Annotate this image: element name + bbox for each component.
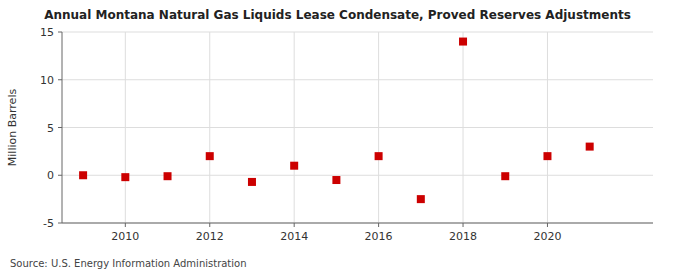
- y-axis-label: Million Barrels: [6, 89, 19, 167]
- point: [290, 162, 298, 170]
- chart-container: 2010 2012 2014 2016 2018 2020 -5 0 5 10 15 Million …: [0, 0, 675, 275]
- point: [375, 152, 383, 160]
- x-tick-label: 2018: [449, 230, 477, 243]
- point: [459, 38, 467, 46]
- y-grid-line: [62, 127, 653, 128]
- x-grid-line: [378, 32, 379, 223]
- x-tick-label: 2012: [196, 230, 224, 243]
- x-grid-line: [125, 32, 126, 223]
- grid: [62, 32, 653, 223]
- point: [501, 172, 509, 180]
- x-tick: [463, 223, 464, 227]
- x-grid-line: [547, 32, 548, 223]
- x-tick-label: 2010: [111, 230, 139, 243]
- y-tick: [58, 79, 62, 80]
- y-tick-label: -5: [43, 217, 54, 230]
- point: [332, 176, 340, 184]
- x-tick: [294, 223, 295, 227]
- y-grid-line: [62, 175, 653, 176]
- y-tick: [58, 175, 62, 176]
- point: [121, 173, 129, 181]
- y-grid-line: [62, 79, 653, 80]
- x-tick: [209, 223, 210, 227]
- y-tick-label: 0: [47, 169, 54, 182]
- y-tick: [58, 223, 62, 224]
- x-axis-line: [62, 223, 653, 224]
- y-grid-line: [62, 223, 653, 224]
- point: [248, 178, 256, 186]
- y-tick-label: 15: [40, 26, 54, 39]
- y-tick-label: 5: [47, 122, 54, 135]
- point: [206, 152, 214, 160]
- point: [79, 171, 87, 179]
- x-grid-line: [463, 32, 464, 223]
- x-tick-label: 2020: [533, 230, 561, 243]
- point: [164, 172, 172, 180]
- chart-svg: 2010 2012 2014 2016 2018 2020 -5 0 5 10 15 Million …: [0, 0, 675, 275]
- x-tick-label: 2016: [365, 230, 393, 243]
- x-grid-line: [294, 32, 295, 223]
- y-tick-label: 10: [40, 74, 54, 87]
- point: [586, 143, 594, 151]
- x-grid-line: [209, 32, 210, 223]
- y-tick: [58, 32, 62, 33]
- x-tick: [125, 223, 126, 227]
- point: [543, 152, 551, 160]
- x-tick-label: 2014: [280, 230, 308, 243]
- source-note: Source: U.S. Energy Information Administ…: [10, 258, 247, 269]
- x-tick: [547, 223, 548, 227]
- y-grid-line: [62, 32, 653, 33]
- point: [417, 195, 425, 203]
- chart-title: Annual Montana Natural Gas Liquids Lease…: [44, 8, 631, 22]
- y-tick: [58, 127, 62, 128]
- x-tick: [378, 223, 379, 227]
- points: [79, 38, 594, 204]
